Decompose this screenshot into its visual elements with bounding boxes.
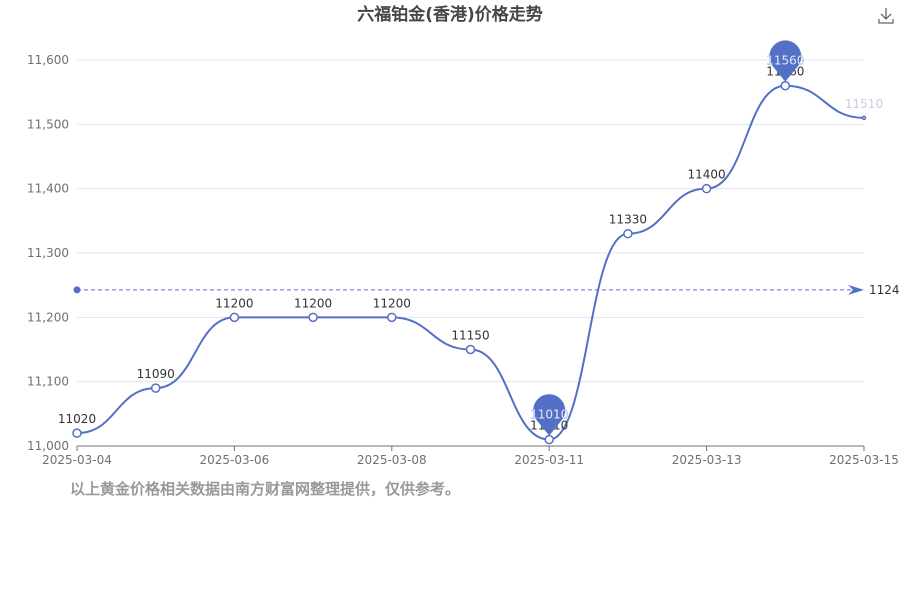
data-label: 11330	[609, 213, 647, 227]
data-point	[72, 428, 82, 438]
y-tick-label: 11,300	[27, 246, 69, 260]
data-label: 11510	[845, 97, 883, 111]
data-point	[623, 228, 633, 239]
data-point	[308, 312, 318, 323]
x-tick-label: 2025-03-04	[42, 453, 112, 467]
y-tick-label: 11,400	[27, 182, 69, 196]
y-tick-label: 11,200	[27, 310, 69, 324]
data-point	[701, 183, 712, 194]
chart-title: 六福铂金(香港)价格走势	[357, 4, 543, 25]
min-pin	[533, 394, 566, 436]
data-point	[544, 434, 554, 445]
data-label: 11020	[58, 412, 96, 426]
min-pin-label: 11010	[530, 408, 568, 422]
data-point	[465, 344, 476, 355]
data-label: 11200	[215, 296, 253, 310]
y-tick-label: 11,000	[27, 439, 69, 453]
data-label: 11200	[294, 296, 332, 310]
data-point	[780, 80, 791, 91]
x-tick-label: 2025-03-06	[200, 453, 270, 467]
average-arrow	[848, 284, 864, 295]
series-line	[76, 84, 865, 441]
max-pin-label: 11560	[766, 54, 804, 68]
footer-note: 以上黄金价格相关数据由南方财富网整理提供，仅供参考。	[70, 480, 461, 498]
average-label-clip: 11242.73	[869, 283, 900, 297]
data-label: 11200	[373, 296, 411, 310]
y-tick-label: 11,600	[27, 53, 69, 67]
data-label: 11150	[451, 329, 489, 343]
average-label: 11242.73	[869, 283, 900, 297]
data-point	[229, 312, 240, 323]
x-tick-label: 2025-03-15	[829, 453, 899, 467]
data-point	[861, 115, 867, 121]
y-tick-label: 11,100	[27, 375, 69, 389]
data-label: 11400	[688, 168, 726, 182]
download-button[interactable]	[878, 8, 894, 24]
max-pin	[769, 40, 802, 82]
x-tick-label: 2025-03-11	[514, 453, 584, 467]
data-point	[150, 383, 161, 393]
x-tick-label: 2025-03-13	[672, 453, 742, 467]
y-tick-label: 11,500	[27, 117, 69, 131]
x-tick-label: 2025-03-08	[357, 453, 427, 467]
data-point	[387, 312, 397, 323]
data-label: 11090	[137, 367, 175, 381]
